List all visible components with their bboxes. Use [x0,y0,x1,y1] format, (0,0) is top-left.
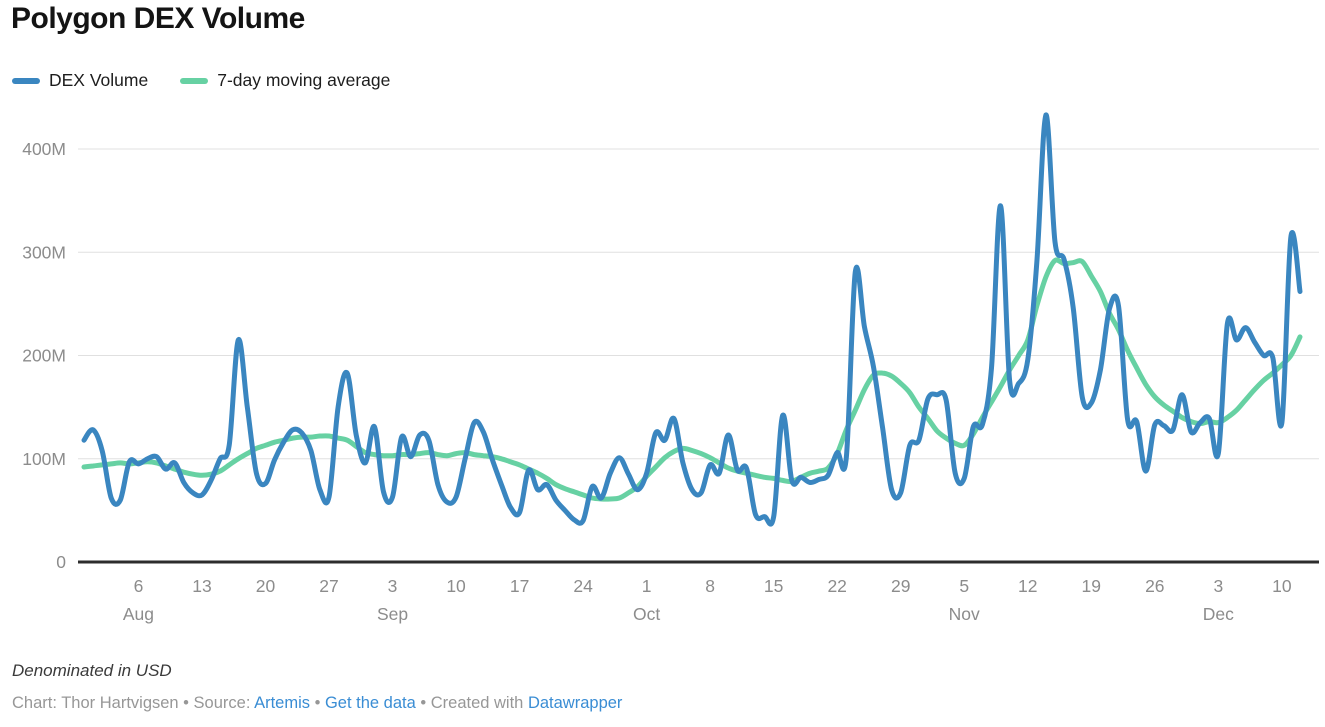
x-axis-month-label: Sep [377,604,408,624]
legend-item-moving-average: 7-day moving average [180,70,390,91]
x-axis-day-label: 29 [891,576,910,596]
y-axis-label: 100M [22,449,66,469]
legend-label-moving-average: 7-day moving average [217,70,391,90]
x-axis-day-label: 27 [319,576,338,596]
x-axis-day-label: 15 [764,576,783,596]
x-axis-day-label: 20 [256,576,276,596]
legend-swatch-dex-volume [12,77,40,84]
legend-item-dex-volume: DEX Volume [12,70,148,91]
credit-text: • Created with [415,694,528,712]
x-axis-day-label: 1 [642,576,652,596]
get-the-data-link[interactable]: Get the data [324,694,416,712]
x-axis-day-label: 17 [510,576,529,596]
y-axis-label: 300M [22,242,66,262]
x-axis-day-label: 12 [1018,576,1037,596]
chart-plot: 0 100M 200M 300M 400M 6 Aug 13 20 27 3 Sep 10 17 24 1 Oc… [22,112,1319,624]
x-axis-month-label: Aug [123,604,154,624]
x-axis-day-label: 3 [1213,576,1223,596]
x-axis-day-label: 6 [134,576,144,596]
artemis-link[interactable]: Artemis [254,694,310,712]
datawrapper-link[interactable]: Datawrapper [527,694,623,712]
x-axis-day-label: 8 [705,576,715,596]
x-axis-month-label: Nov [949,604,980,624]
x-axis-day-label: 5 [959,576,969,596]
dex-line [81,112,1303,527]
x-axis-month-label: Dec [1203,604,1234,624]
x-axis-day-label: 19 [1082,576,1101,596]
credit-text: Chart: Thor Hartvigsen • Source: [12,694,255,712]
y-axis-label: 0 [56,552,66,572]
x-axis-day-label: 10 [446,576,466,596]
chart-title: Polygon DEX Volume [11,2,305,35]
x-axis-day-label: 24 [573,576,593,596]
x-axis-day-label: 3 [388,576,398,596]
credit-text: • [310,694,325,712]
x-axis-day-label: 10 [1272,576,1292,596]
x-axis-month-label: Oct [633,604,660,624]
legend-label-dex-volume: DEX Volume [49,70,149,90]
x-axis-day-label: 26 [1145,576,1164,596]
y-axis-label: 200M [22,346,66,366]
x-axis-day-label: 13 [192,576,211,596]
legend-swatch-moving-average [180,77,209,84]
y-axis-label: 400M [22,139,66,159]
legend: DEX Volume 7-day moving average [12,70,390,91]
x-axis-day-label: 22 [827,576,846,596]
chart-credit-line: Chart: Thor Hartvigsen • Source: Artemis… [12,694,622,713]
chart-footnote: Denominated in USD [12,661,172,680]
